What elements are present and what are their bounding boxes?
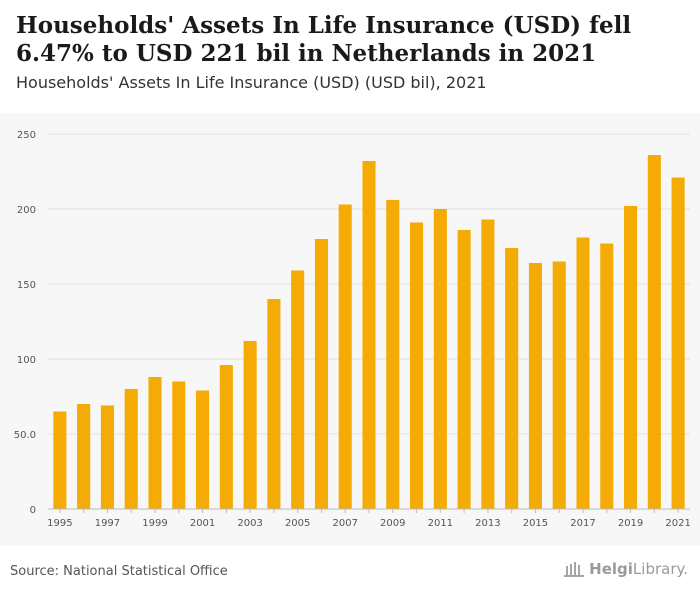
x-tick-label: 2017 bbox=[570, 518, 595, 529]
y-tick-label: 200 bbox=[17, 205, 36, 216]
x-tick-label: 2015 bbox=[523, 518, 548, 529]
bar bbox=[576, 237, 590, 509]
x-tick-label: 2007 bbox=[332, 518, 357, 529]
bar bbox=[624, 206, 638, 509]
bar bbox=[124, 389, 138, 509]
bar bbox=[386, 200, 400, 509]
chart-area: 0 50.0 100 150 200 250 1995 1997 1999 2001 2003 200… bbox=[0, 113, 700, 546]
y-tick-label: 250 bbox=[17, 130, 36, 141]
bar bbox=[267, 299, 281, 509]
bar bbox=[433, 209, 447, 509]
x-tick-label: 1999 bbox=[142, 518, 167, 529]
bar bbox=[314, 239, 328, 509]
x-tick-label: 2011 bbox=[428, 518, 453, 529]
bar bbox=[219, 365, 233, 509]
bar bbox=[671, 177, 685, 509]
bar bbox=[243, 341, 257, 509]
x-tick-label: 2013 bbox=[475, 518, 500, 529]
bar bbox=[552, 261, 566, 509]
x-tick-label: 2003 bbox=[237, 518, 262, 529]
y-tick-label: 100 bbox=[17, 355, 36, 366]
x-tick-label: 1995 bbox=[47, 518, 72, 529]
y-tick-label: 50.0 bbox=[14, 430, 36, 441]
bar bbox=[647, 155, 661, 509]
bar bbox=[528, 263, 542, 509]
bar bbox=[53, 411, 67, 509]
chart-footer: Source: National Statistical Office Helg… bbox=[0, 546, 700, 596]
bar bbox=[600, 243, 614, 509]
library-building-icon bbox=[564, 562, 585, 577]
brand-logo[interactable]: HelgiLibrary. bbox=[563, 560, 688, 578]
x-tick-label: 2005 bbox=[285, 518, 310, 529]
brand-name-light: Library. bbox=[632, 560, 688, 578]
x-tick-label: 2001 bbox=[190, 518, 215, 529]
bar bbox=[291, 270, 305, 509]
x-tick-label: 2021 bbox=[665, 518, 690, 529]
bar-chart: 0 50.0 100 150 200 250 1995 1997 1999 2001 2003 200… bbox=[14, 130, 691, 529]
bar bbox=[172, 381, 186, 509]
bar bbox=[338, 204, 352, 509]
x-tick-label: 1997 bbox=[95, 518, 120, 529]
bar bbox=[505, 248, 519, 509]
x-tick-label: 2019 bbox=[618, 518, 643, 529]
bar bbox=[148, 377, 162, 509]
chart-header: Households' Assets In Life Insurance (US… bbox=[0, 0, 700, 101]
brand-name: HelgiLibrary. bbox=[589, 560, 688, 578]
bar bbox=[362, 161, 376, 509]
source-note: Source: National Statistical Office bbox=[10, 564, 228, 579]
x-tick-label: 2009 bbox=[380, 518, 405, 529]
chart-title: Households' Assets In Life Insurance (US… bbox=[16, 12, 632, 67]
bar bbox=[196, 390, 210, 509]
bar bbox=[481, 219, 495, 509]
y-tick-label: 150 bbox=[17, 280, 36, 291]
chart-subtitle: Households' Assets In Life Insurance (US… bbox=[16, 73, 487, 92]
bar bbox=[100, 405, 114, 509]
bar bbox=[77, 404, 91, 509]
brand-name-bold: Helgi bbox=[589, 560, 633, 578]
bar bbox=[457, 230, 471, 509]
y-tick-label: 0 bbox=[30, 505, 36, 516]
bar bbox=[410, 222, 424, 509]
